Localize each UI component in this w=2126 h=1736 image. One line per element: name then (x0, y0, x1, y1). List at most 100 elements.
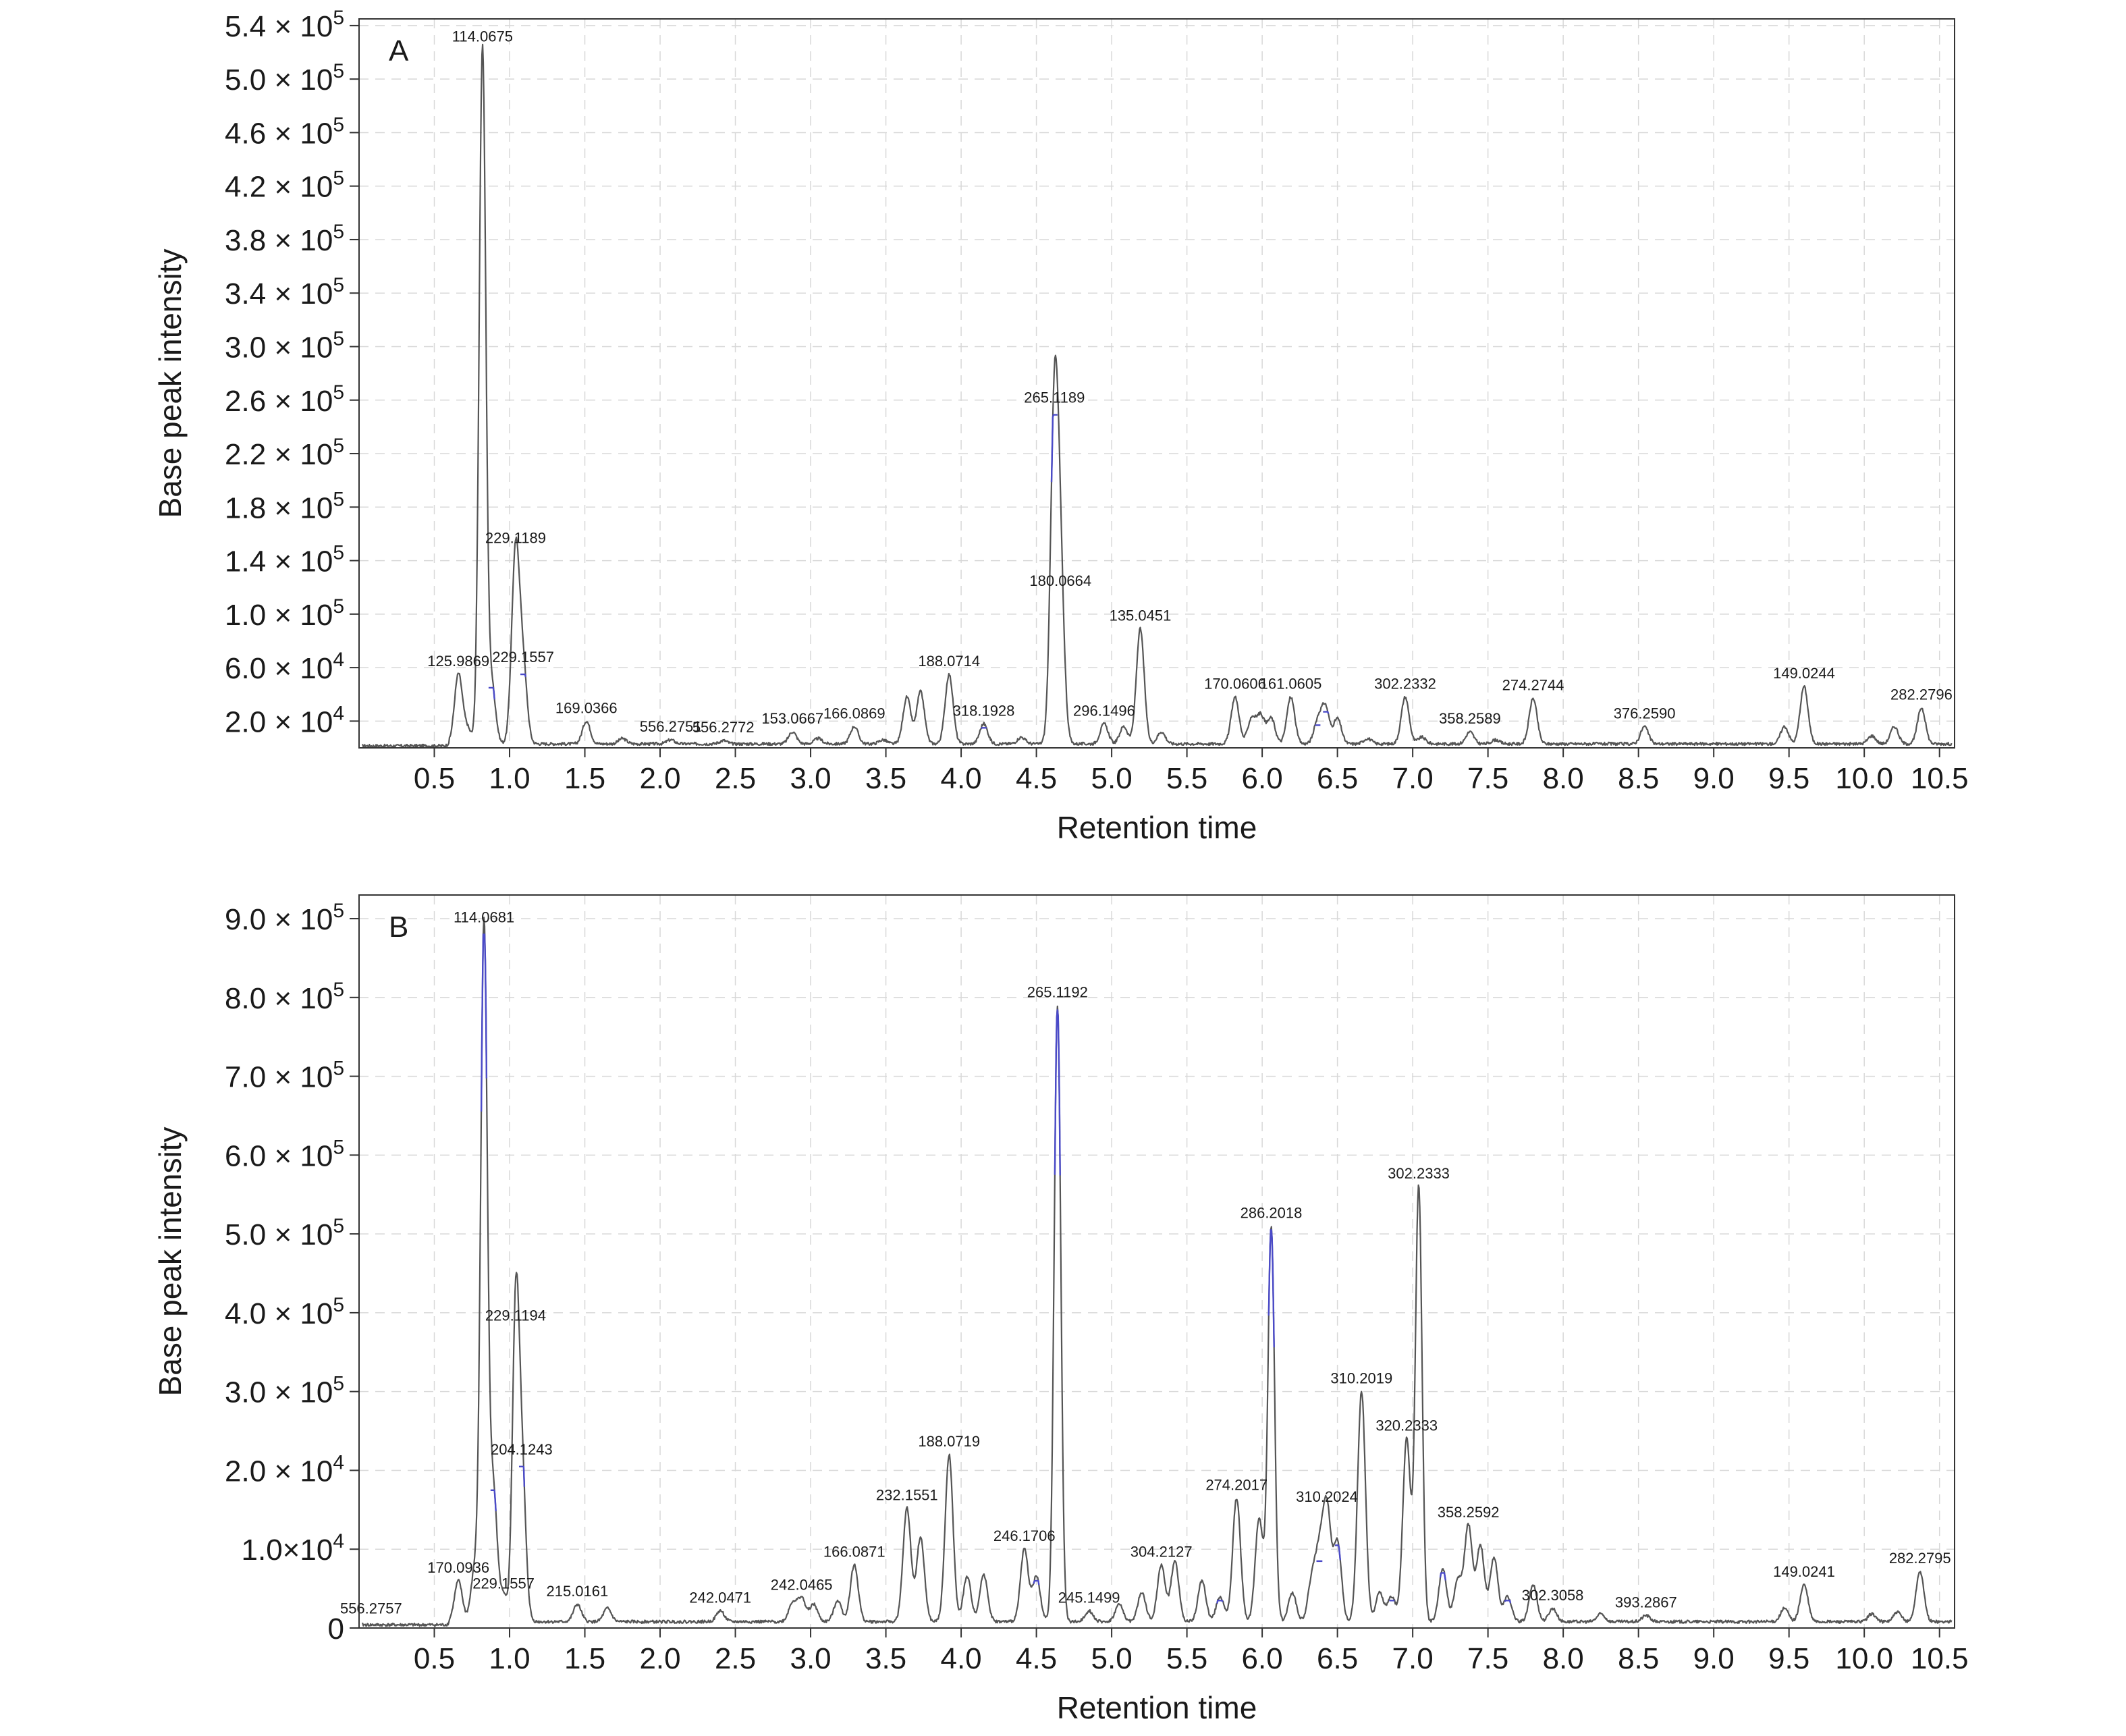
x-tick-label-a-20: 10.5 (1911, 762, 1969, 795)
y-tick-label-b-1: 1.0×104 (242, 1530, 345, 1567)
peak-label-b-21: 246.1706 (993, 1527, 1056, 1544)
peak-label-a-21: 296.1496 (1073, 702, 1135, 719)
peak-label-a-23: 135.0451 (1110, 607, 1172, 624)
panel-b-chart: 556.2757 170.0936 114.0681 229.1557 229.1194… (153, 894, 1969, 1725)
panel-letter-a: A (389, 34, 409, 67)
peak-label-a-38: 274.2744 (1502, 677, 1564, 694)
peak-label-b-6: 229.1194 (485, 1307, 546, 1324)
x-tick-label-a-3: 2.0 (639, 762, 680, 795)
x-tick-label-b-19: 10.0 (1835, 1642, 1893, 1675)
peak-label-a-5: 229.1557 (492, 649, 554, 666)
peak-label-a-9: 556.2772 (692, 719, 755, 736)
x-tick-label-b-6: 3.5 (865, 1642, 906, 1675)
x-tick-label-b-10: 5.5 (1166, 1642, 1207, 1675)
x-tick-label-a-16: 8.5 (1618, 762, 1659, 795)
peak-label-b-24: 245.1499 (1058, 1589, 1120, 1606)
y-tick-label-a-10: 4.2 × 105 (225, 167, 344, 204)
peak-label-a-17: 318.1928 (953, 702, 1015, 719)
peak-label-b-31: 274.2017 (1205, 1476, 1268, 1493)
y-axis-title-a: Base peak intensity (153, 249, 188, 518)
highlight-peak-b-49 (1504, 1600, 1512, 1604)
chromatogram-trace-b (361, 917, 1953, 1627)
x-tick-label-a-2: 1.5 (564, 762, 605, 795)
x-tick-label-b-18: 9.5 (1768, 1642, 1809, 1675)
y-tick-label-b-4: 4.0 × 105 (225, 1294, 344, 1330)
x-tick-label-a-14: 7.5 (1467, 762, 1508, 795)
y-tick-label-a-1: 6.0 × 104 (225, 649, 344, 685)
x-tick-label-b-1: 1.0 (489, 1642, 530, 1675)
y-tick-label-a-0: 2.0 × 104 (225, 702, 344, 738)
x-tick-label-b-9: 5.0 (1091, 1642, 1133, 1675)
plot-area-b (359, 895, 1955, 1628)
y-tick-label-a-8: 3.4 × 105 (225, 274, 344, 310)
y-tick-label-a-9: 3.8 × 105 (225, 221, 344, 257)
highlight-peak-b-4 (490, 1489, 497, 1512)
highlight-peak-a-31 (1323, 711, 1330, 714)
peak-label-b-55: 149.0241 (1773, 1563, 1835, 1580)
y-tick-label-a-7: 3.0 × 105 (225, 328, 344, 364)
peak-label-a-34: 302.2332 (1374, 676, 1436, 693)
highlight-peak-a-3 (488, 686, 495, 700)
panel-a-chart: 125.9869 114.0675 229.1189 229.1557 169.0366… (153, 7, 1969, 845)
chromatogram-trace-a (362, 43, 1953, 749)
y-tick-label-b-6: 6.0 × 105 (225, 1136, 344, 1172)
peak-label-b-53: 393.2867 (1615, 1594, 1677, 1610)
highlight-peak-b-7 (519, 1465, 526, 1487)
peak-label-a-0: 125.9869 (427, 653, 489, 670)
peak-label-a-39: 376.2590 (1614, 705, 1676, 722)
x-tick-label-a-15: 8.0 (1543, 762, 1584, 795)
y-tick-label-a-12: 5.0 × 105 (225, 60, 344, 97)
x-tick-label-a-11: 6.0 (1242, 762, 1283, 795)
peak-label-a-2: 114.0675 (452, 28, 513, 45)
peak-label-a-25: 170.0606 (1204, 676, 1266, 693)
peak-label-b-1: 170.0936 (427, 1559, 489, 1576)
y-tick-label-a-13: 5.4 × 105 (225, 7, 344, 43)
x-tick-label-a-0: 0.5 (414, 762, 455, 795)
x-tick-label-a-8: 4.5 (1016, 762, 1057, 795)
x-tick-label-a-18: 9.5 (1768, 762, 1809, 795)
peak-label-b-23: 265.1192 (1027, 983, 1088, 1000)
panel-letter-b: B (389, 911, 408, 944)
x-tick-label-b-14: 7.5 (1467, 1642, 1508, 1675)
x-tick-label-b-17: 9.0 (1693, 1642, 1735, 1675)
y-tick-label-b-8: 8.0 × 105 (225, 979, 344, 1015)
peak-label-a-19: 265.1189 (1024, 389, 1085, 406)
x-tick-label-b-4: 2.5 (715, 1642, 756, 1675)
x-tick-label-a-17: 9.0 (1693, 762, 1735, 795)
x-tick-label-b-11: 6.0 (1242, 1642, 1283, 1675)
x-tick-label-b-2: 1.5 (564, 1642, 605, 1675)
peak-label-b-33: 286.2018 (1241, 1204, 1303, 1221)
highlight-peak-b-23 (1054, 1009, 1061, 1176)
peak-label-b-5: 229.1557 (472, 1575, 535, 1592)
x-tick-label-b-7: 4.0 (940, 1642, 981, 1675)
peak-label-a-36: 358.2589 (1439, 710, 1501, 727)
x-tick-label-b-3: 2.0 (639, 1642, 680, 1675)
peak-label-b-8: 215.0161 (546, 1583, 608, 1600)
x-tick-label-a-13: 7.0 (1392, 762, 1434, 795)
x-tick-label-b-12: 6.5 (1317, 1642, 1358, 1675)
plot-frame-a (358, 18, 1955, 749)
y-tick-label-b-2: 2.0 × 104 (225, 1451, 344, 1488)
highlight-peak-b-33 (1268, 1229, 1275, 1348)
x-tick-label-a-4: 2.5 (715, 762, 756, 795)
y-tick-label-a-6: 2.6 × 105 (225, 381, 344, 418)
peak-label-a-44: 282.2796 (1890, 686, 1953, 703)
peak-label-a-41: 149.0244 (1773, 665, 1835, 682)
x-tick-label-b-5: 3.0 (790, 1642, 831, 1675)
x-tick-label-b-0: 0.5 (414, 1642, 455, 1675)
x-tick-label-b-20: 10.5 (1911, 1642, 1969, 1675)
x-tick-label-a-7: 4.0 (940, 762, 981, 795)
peak-label-a-16: 188.0714 (918, 653, 980, 670)
highlight-peak-b-3 (480, 933, 488, 1112)
x-axis-title-a: Retention time (1057, 810, 1257, 845)
peak-label-a-6: 169.0366 (555, 699, 618, 716)
highlight-peak-b-22 (1033, 1579, 1040, 1585)
peak-label-b-43: 302.2333 (1388, 1165, 1450, 1182)
y-tick-label-b-9: 9.0 × 105 (225, 900, 344, 936)
highlight-peak-b-30 (1216, 1600, 1224, 1604)
x-tick-label-a-10: 5.5 (1166, 762, 1207, 795)
x-tick-label-a-5: 3.0 (790, 762, 831, 795)
y-tick-label-b-7: 7.0 × 105 (225, 1058, 344, 1094)
y-tick-label-a-11: 4.6 × 105 (225, 113, 344, 150)
